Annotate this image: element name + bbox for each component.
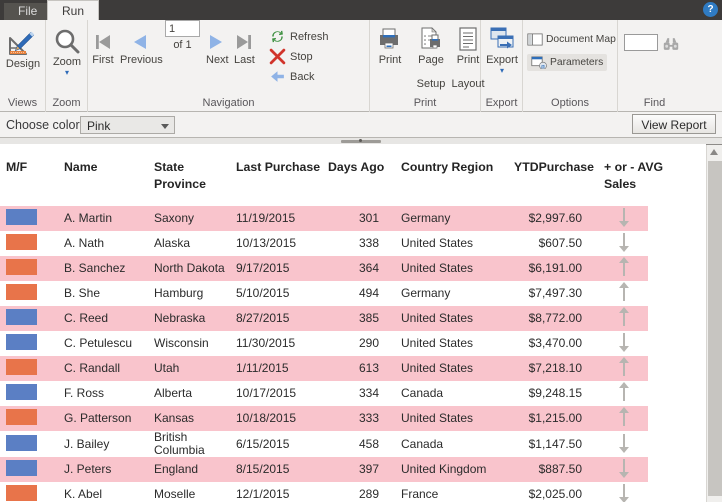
svg-text:@: @	[541, 64, 546, 69]
